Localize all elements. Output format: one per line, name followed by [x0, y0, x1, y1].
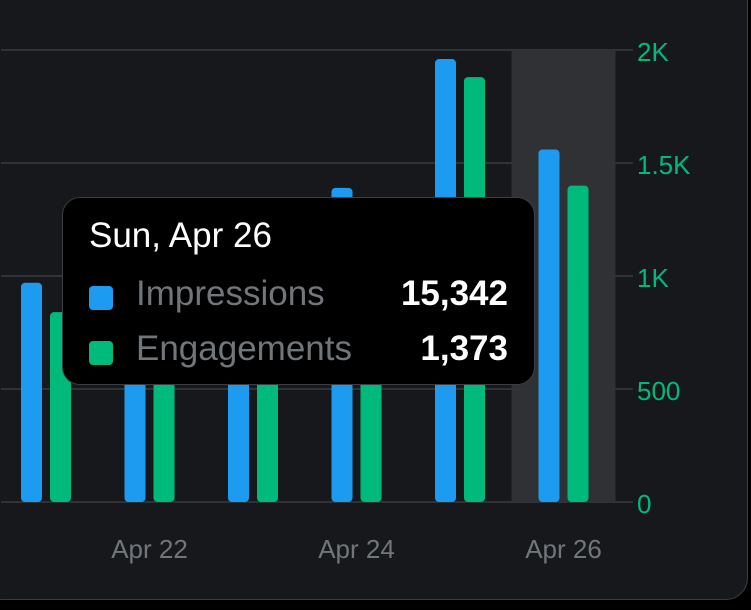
tooltip-row-engagements: Engagements 1,373: [89, 329, 508, 373]
tooltip-row-impressions: Impressions 15,342: [89, 274, 508, 318]
y-tick-label: 0: [637, 489, 651, 519]
y-tick-label: 500: [637, 376, 680, 406]
impressions-swatch: [89, 286, 113, 310]
tooltip-value: 15,342: [400, 274, 508, 313]
chart-tooltip: Sun, Apr 26 Impressions 15,342 Engagemen…: [62, 197, 535, 385]
engagements-swatch: [89, 341, 113, 365]
bar-chart: 0 500 1K 1.5K 2K Apr 22 Apr 24 Apr 26: [1, 37, 691, 564]
impressions-bar: [21, 282, 42, 502]
y-tick-label: 1K: [637, 263, 669, 293]
x-tick-label: Apr 24: [318, 534, 395, 564]
tooltip-label: Engagements: [136, 329, 352, 368]
tooltip-value: 1,373: [420, 329, 508, 368]
tooltip-label: Impressions: [136, 274, 325, 313]
engagements-bar: [567, 185, 589, 502]
x-tick-label: Apr 26: [525, 534, 602, 564]
x-tick-label: Apr 22: [111, 534, 188, 564]
y-tick-label: 1.5K: [637, 150, 691, 180]
y-tick-label: 2K: [637, 37, 669, 67]
impressions-bar: [538, 149, 560, 502]
tooltip-date: Sun, Apr 26: [89, 216, 272, 255]
